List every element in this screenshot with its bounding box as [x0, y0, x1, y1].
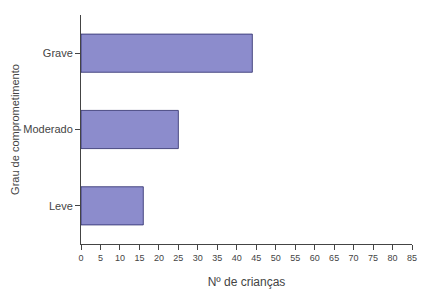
svg-text:40: 40 [232, 253, 242, 263]
svg-text:35: 35 [212, 253, 222, 263]
svg-text:60: 60 [310, 253, 320, 263]
svg-text:65: 65 [329, 253, 339, 263]
svg-text:30: 30 [193, 253, 203, 263]
svg-text:85: 85 [407, 253, 417, 263]
svg-text:10: 10 [115, 253, 125, 263]
svg-text:70: 70 [349, 253, 359, 263]
svg-text:Grave: Grave [43, 47, 73, 59]
svg-text:15: 15 [134, 253, 144, 263]
svg-text:Grau de comprometimento: Grau de comprometimento [9, 64, 21, 195]
svg-text:80: 80 [388, 253, 398, 263]
svg-text:Leve: Leve [49, 200, 73, 212]
svg-text:Nº de crianças: Nº de crianças [208, 275, 286, 289]
svg-text:55: 55 [290, 253, 300, 263]
svg-text:Moderado: Moderado [23, 123, 73, 135]
svg-text:50: 50 [271, 253, 281, 263]
svg-text:75: 75 [368, 253, 378, 263]
svg-text:20: 20 [154, 253, 164, 263]
svg-text:5: 5 [98, 253, 103, 263]
svg-text:25: 25 [173, 253, 183, 263]
svg-text:0: 0 [78, 253, 83, 263]
svg-text:45: 45 [251, 253, 261, 263]
